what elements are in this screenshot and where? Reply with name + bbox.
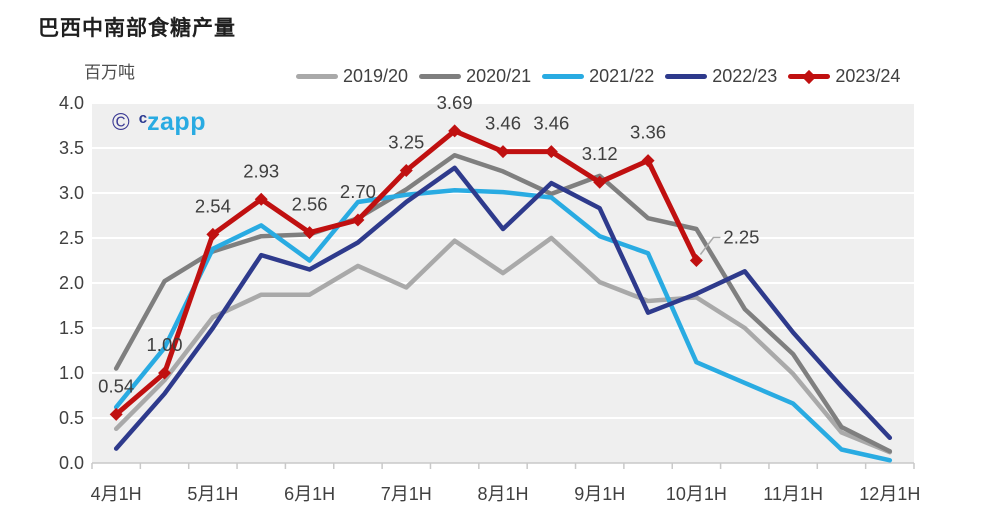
data-label: 3.12 (582, 143, 618, 164)
legend-diamond-marker (802, 69, 817, 84)
y-axis-tick-label: 2.0 (59, 273, 84, 293)
x-axis-tick-label: 10月1H (666, 484, 727, 504)
series-line-2019-20 (113, 235, 893, 455)
data-label: 3.46 (533, 113, 569, 134)
data-label: 2.56 (292, 194, 328, 215)
y-axis-tick-label: 4.0 (59, 93, 84, 113)
legend-line-swatch (419, 74, 462, 79)
x-axis-tick-label: 4月1H (91, 484, 142, 504)
data-label: 2.70 (340, 181, 376, 202)
data-point-diamond (689, 254, 703, 267)
watermark-prefix: c (138, 110, 148, 127)
legend-item-2022-23: 2022/23 (665, 66, 777, 87)
series-line-2021-22 (113, 188, 893, 463)
legend-item-2020-21: 2020/21 (419, 66, 531, 87)
legend-label: 2022/23 (712, 66, 778, 86)
y-axis-tick-label: 0.0 (59, 453, 84, 473)
x-axis-tick-label: 9月1H (574, 484, 625, 504)
y-axis-tick-label: 2.5 (59, 228, 84, 248)
data-label: 2.54 (195, 195, 231, 216)
copyright-icon: © (112, 108, 130, 136)
data-point-diamond (544, 145, 558, 159)
x-axis-tick-label: 12月1H (859, 484, 920, 504)
data-label: 2.25 (723, 227, 759, 248)
data-label: 1.00 (147, 334, 183, 355)
legend-label: 2020/21 (466, 66, 532, 86)
x-axis-tick-label: 6月1H (284, 484, 335, 504)
legend-line-swatch (296, 74, 338, 79)
data-label: 3.46 (485, 113, 521, 134)
legend-label: 2021/22 (589, 66, 655, 86)
legend-line-swatch (788, 69, 831, 84)
x-axis-tick-label: 11月1H (763, 484, 823, 504)
data-point-diamond (399, 164, 413, 177)
data-point-diamond (109, 407, 123, 421)
data-point-diamond (448, 124, 462, 138)
y-axis-unit-label: 百万吨 (84, 63, 135, 82)
data-label: 3.25 (388, 132, 424, 153)
data-label-leader-line (699, 236, 721, 255)
y-axis-tick-label: 1.0 (59, 363, 84, 383)
x-axis-tick-label: 7月1H (381, 484, 432, 504)
y-axis-tick-label: 1.5 (59, 318, 84, 338)
y-axis-tick-label: 3.0 (59, 183, 84, 203)
legend-item-2023-24: 2023/24 (788, 66, 900, 87)
series-line-2022-23 (113, 165, 893, 451)
watermark-brand: zapp (147, 108, 206, 136)
data-point-diamond (303, 226, 317, 240)
legend-line-swatch (542, 74, 585, 79)
legend-item-2019-20: 2019/20 (296, 66, 408, 87)
data-label: 2.93 (243, 160, 279, 181)
legend-label: 2023/24 (835, 66, 901, 86)
legend-item-2021-22: 2021/22 (542, 66, 654, 87)
data-point-diamond (641, 154, 655, 168)
data-label: 3.69 (437, 92, 473, 113)
data-point-diamond (158, 366, 172, 380)
chart-title: 巴西中南部食糖产量 (38, 16, 236, 40)
data-label: 3.36 (630, 122, 666, 143)
czapp-watermark: © c zapp (112, 110, 206, 135)
legend-label: 2019/20 (343, 66, 409, 86)
data-point-diamond (206, 227, 220, 241)
y-axis-tick-label: 3.5 (59, 138, 84, 158)
data-label: 0.54 (98, 375, 134, 396)
x-axis-tick-label: 5月1H (187, 484, 238, 504)
x-axis-tick-label: 8月1H (477, 484, 528, 504)
data-point-diamond (593, 175, 607, 189)
legend: 2019/20 2020/21 2021/22 2022/23 2023/24 (296, 66, 900, 87)
y-axis-tick-label: 0.5 (59, 408, 84, 428)
legend-line-swatch (665, 74, 708, 79)
series-line-2020-21 (113, 152, 893, 454)
data-point-diamond (496, 145, 510, 159)
data-point-diamond (351, 213, 365, 227)
data-point-diamond (254, 192, 268, 206)
